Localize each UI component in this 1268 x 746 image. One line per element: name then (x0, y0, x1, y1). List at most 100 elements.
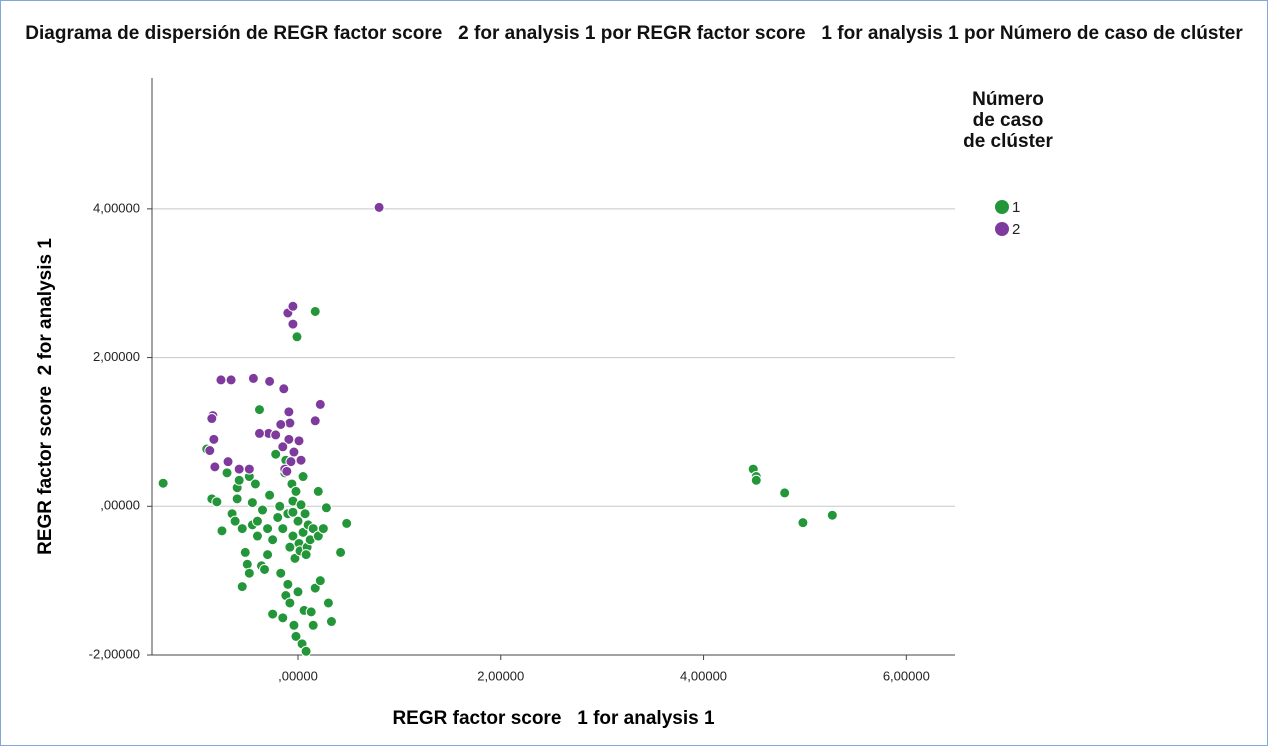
chart-title: Diagrama de dispersión de REGR factor sc… (25, 23, 1243, 44)
point (307, 619, 319, 631)
point (264, 375, 276, 387)
point (267, 534, 279, 546)
point (233, 474, 245, 486)
point (281, 465, 293, 477)
point (295, 454, 307, 466)
y-axis-label: REGR factor score 2 for analysis 1 (35, 238, 56, 555)
point (277, 523, 289, 535)
point (225, 374, 237, 386)
point (157, 477, 169, 489)
point (222, 456, 234, 468)
point (322, 597, 334, 609)
point (290, 630, 302, 642)
point (259, 563, 271, 575)
point (317, 523, 329, 535)
point (284, 597, 296, 609)
point (335, 546, 347, 558)
point (267, 608, 279, 620)
point (314, 398, 326, 410)
y-tick-label: 4,00000 (93, 200, 140, 215)
point (275, 418, 287, 430)
point (243, 567, 255, 579)
legend-label: 2 (1012, 221, 1020, 238)
point (297, 471, 309, 483)
point (300, 645, 312, 657)
point (277, 441, 289, 453)
point (249, 478, 261, 490)
point (297, 526, 309, 538)
point (241, 558, 253, 570)
x-axis-label: REGR factor score 1 for analysis 1 (392, 708, 715, 729)
y-tick-label: 2,00000 (93, 349, 140, 364)
point (325, 616, 337, 628)
point (211, 496, 223, 508)
point (262, 523, 274, 535)
point (797, 517, 809, 529)
x-tick-label: 4,00000 (680, 668, 727, 683)
point (278, 383, 290, 395)
legend-marker (995, 222, 1009, 236)
point (282, 578, 294, 590)
point (208, 433, 220, 445)
point (284, 417, 296, 429)
point (291, 331, 303, 343)
point (239, 546, 251, 558)
point (283, 406, 295, 418)
point (309, 305, 321, 317)
point (826, 509, 838, 521)
point (275, 567, 287, 579)
point (288, 446, 300, 458)
point (246, 497, 258, 509)
point (289, 552, 301, 564)
point (209, 461, 221, 473)
point (287, 506, 299, 518)
point (264, 489, 276, 501)
point (247, 372, 259, 384)
y-tick-label: -2,00000 (89, 646, 140, 661)
point (299, 508, 311, 520)
point (251, 515, 263, 527)
point (243, 463, 255, 475)
legend-title: Número de caso de clúster (963, 89, 1053, 152)
point (215, 374, 227, 386)
point (341, 517, 353, 529)
point (229, 515, 241, 527)
point (750, 474, 762, 486)
point (295, 499, 307, 511)
point (290, 485, 302, 497)
point (274, 500, 286, 512)
legend-label: 1 (1012, 199, 1020, 216)
point (272, 511, 284, 523)
point (233, 463, 245, 475)
point (314, 575, 326, 587)
y-tick-label: ,00000 (100, 498, 140, 513)
x-tick-label: ,00000 (278, 668, 318, 683)
point (270, 429, 282, 441)
point (236, 581, 248, 593)
point (305, 606, 317, 618)
point (309, 415, 321, 427)
point (292, 586, 304, 598)
legend-marker (995, 200, 1009, 214)
point (204, 445, 216, 457)
point (231, 493, 243, 505)
point (288, 619, 300, 631)
point (262, 549, 274, 561)
point (292, 515, 304, 527)
point (309, 582, 321, 594)
point (287, 318, 299, 330)
point (270, 448, 282, 460)
point (287, 300, 299, 312)
point (277, 612, 289, 624)
point (251, 530, 263, 542)
point (287, 530, 299, 542)
point (293, 435, 305, 447)
x-tick-label: 2,00000 (477, 668, 524, 683)
point (206, 413, 218, 425)
point (312, 485, 324, 497)
point (320, 502, 332, 514)
point (221, 467, 233, 479)
point (253, 404, 265, 416)
point (779, 487, 791, 499)
